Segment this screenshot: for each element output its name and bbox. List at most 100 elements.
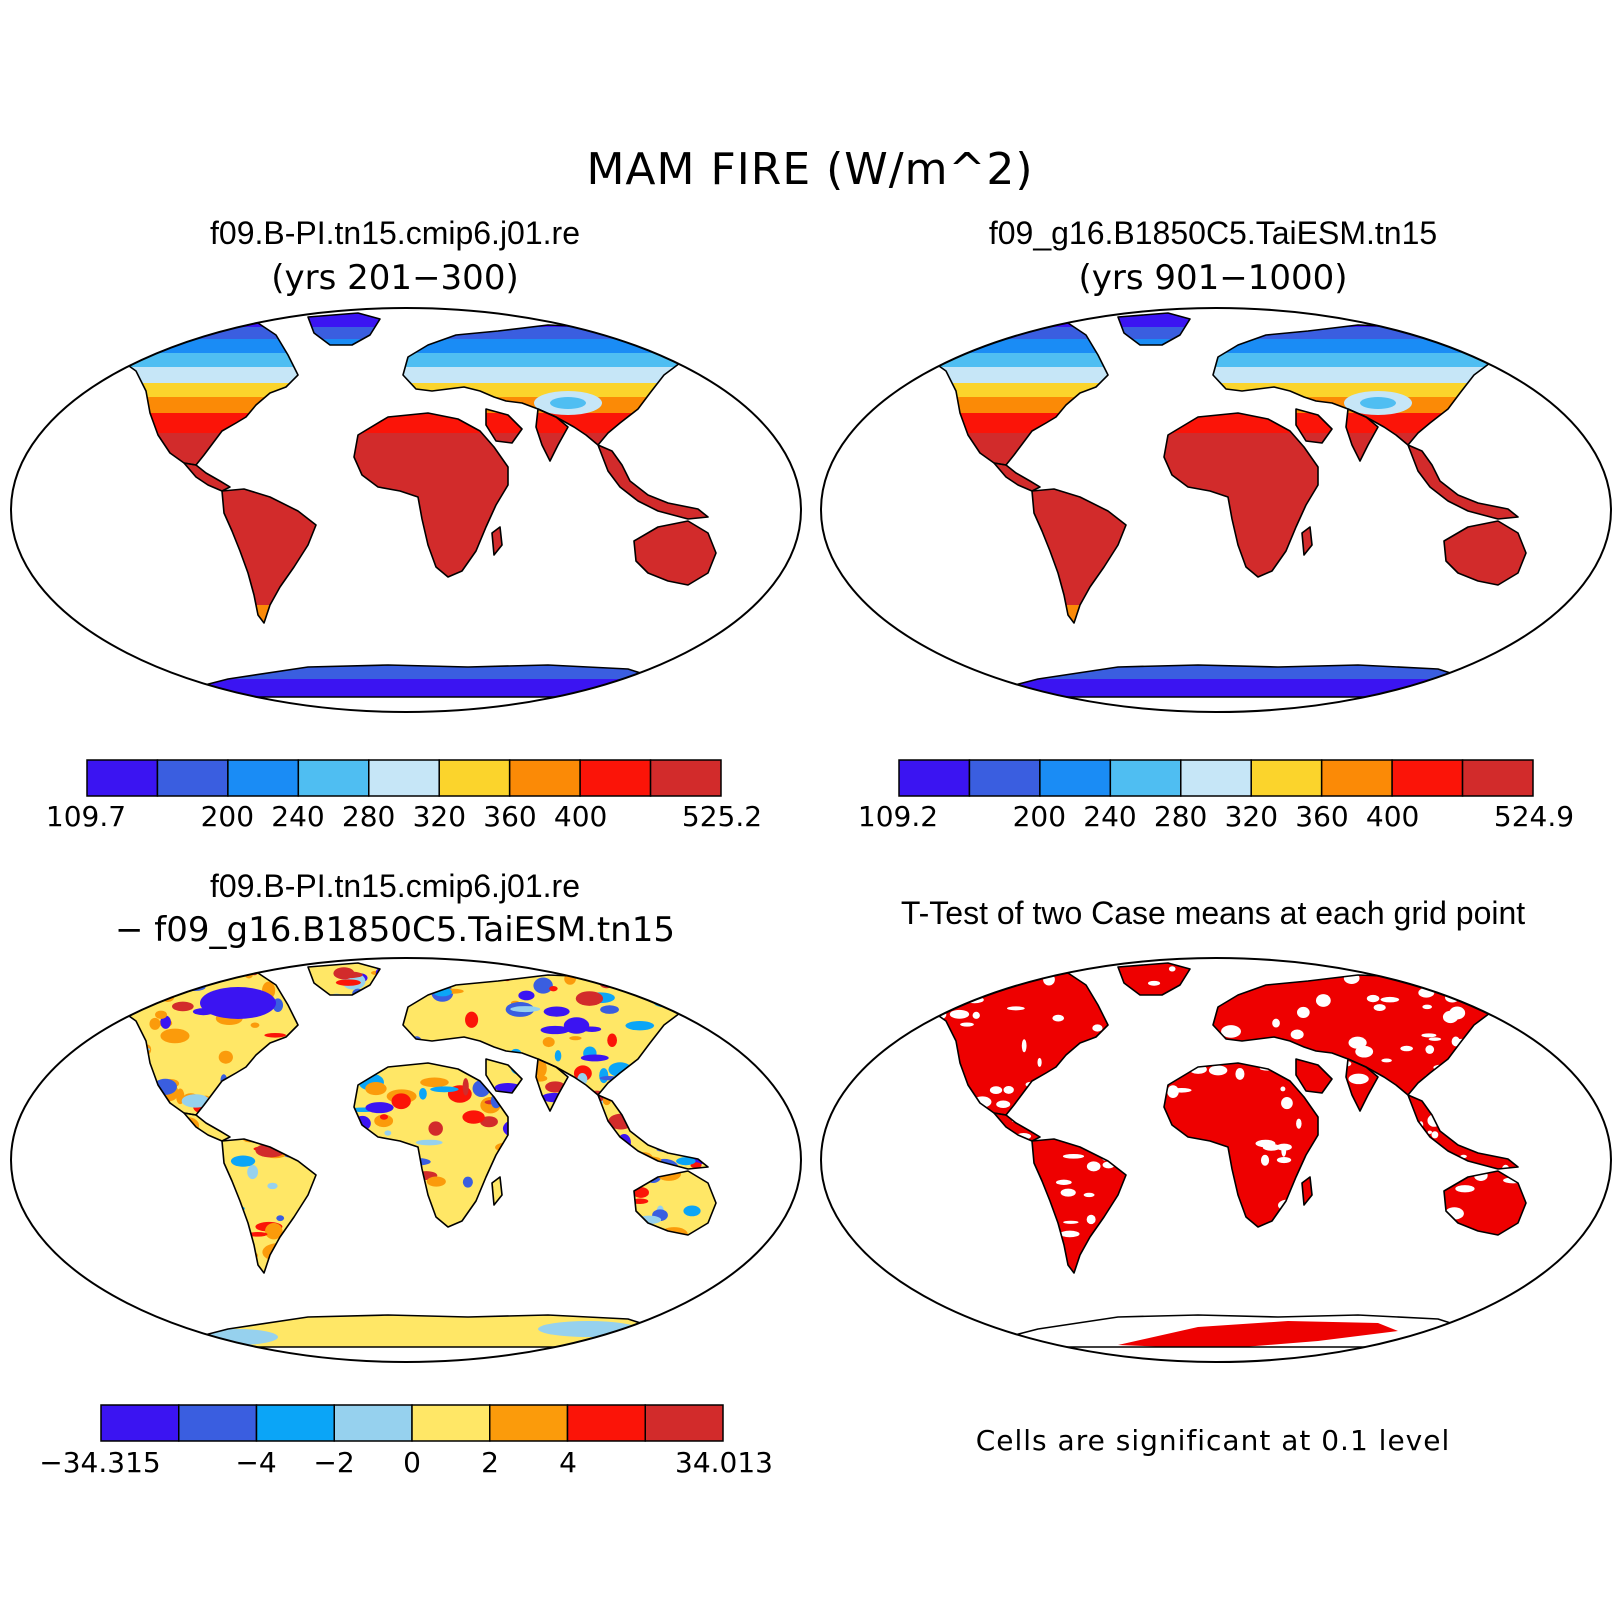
coastline-madagascar (491, 526, 503, 556)
coastline-centralAmerica (183, 1112, 231, 1142)
coastline-northAmerica (927, 966, 1109, 1116)
map-top-right (820, 307, 1612, 713)
colorbar-label: 109.7 (45, 800, 127, 833)
colorbar-label: 360 (483, 800, 537, 833)
colorbar-label: 280 (1153, 800, 1208, 833)
coastline-africa (353, 1062, 509, 1228)
map-top-left (10, 307, 802, 713)
coastline-eurasia (402, 324, 689, 446)
colorbar-box (644, 1404, 724, 1442)
colorbar-label: −34.315 (39, 1446, 161, 1479)
colorbar-bottom-left-labels: −34.315 −4 −2 0 2 4 34.013 (39, 1444, 773, 1484)
coastline-eurasia (402, 974, 689, 1096)
colorbar-box (100, 1404, 180, 1442)
coastline-australia (633, 520, 717, 586)
colorbar-box (156, 759, 229, 797)
coastline-centralAmerica (993, 1112, 1041, 1142)
colorbar-label: 200 (1012, 800, 1067, 833)
colorbar-top-left-labels: 109.7 200 240 280 320 360 400 525.2 (46, 798, 762, 838)
coastline-seAsia (597, 1094, 709, 1170)
colorbar-label: 200 (200, 800, 255, 833)
coastline-africa (1163, 412, 1319, 578)
coastline-arabia (1295, 408, 1333, 444)
colorbar-box (178, 1404, 258, 1442)
colorbar-box (968, 759, 1041, 797)
panel-bl-title: f09.B-PI.tn15.cmip6.j01.re (210, 868, 580, 904)
map-boundary (820, 957, 1612, 1363)
coastline-southAmerica (1031, 488, 1127, 624)
colorbar-box (1039, 759, 1112, 797)
colorbar-box (255, 1404, 335, 1442)
colorbar-label: 524.9 (1493, 800, 1575, 833)
coastline-greenland (307, 962, 381, 996)
colorbar-box (566, 1404, 646, 1442)
panel-tr-subtitle: (yrs 901−1000) (1078, 258, 1348, 298)
coastline-madagascar (491, 1176, 503, 1206)
coastline-northAmerica (927, 316, 1109, 466)
colorbar-box (1180, 759, 1252, 797)
colorbar-label: 109.2 (857, 800, 939, 833)
map-boundary (820, 307, 1612, 713)
coastline-greenland (1117, 312, 1191, 346)
coastline-australia (1443, 520, 1527, 586)
colorbar-top-left (86, 759, 722, 797)
colorbar-label: 360 (1295, 800, 1349, 833)
coastline-southAmerica (221, 1138, 317, 1274)
coastline-greenland (1117, 962, 1191, 996)
colorbar-label: 34.013 (675, 1446, 773, 1479)
colorbar-top-right-labels: 109.2 200 240 280 320 360 400 524.9 (858, 798, 1574, 838)
colorbar-label: 4 (559, 1446, 577, 1479)
colorbar-box (1320, 759, 1393, 797)
coastline-seAsia (1407, 1094, 1519, 1170)
colorbar-box (227, 759, 300, 797)
coastline-greenland (307, 312, 381, 346)
colorbar-box (368, 759, 440, 797)
map-boundary (10, 957, 802, 1363)
coastline-india (535, 408, 569, 462)
coastline-madagascar (1301, 1176, 1313, 1206)
colorbar-label: 320 (1224, 800, 1279, 833)
coastline-eurasia (1212, 974, 1499, 1096)
colorbar-label: 240 (1083, 800, 1137, 833)
colorbar-box (508, 759, 581, 797)
colorbar-top-right (898, 759, 1534, 797)
colorbar-label: −2 (313, 1446, 355, 1479)
colorbar-bottom-left (100, 1404, 724, 1442)
coastline-southAmerica (1031, 1138, 1127, 1274)
coastline-australia (1443, 1170, 1527, 1236)
coastline-australia (633, 1170, 717, 1236)
colorbar-box (333, 1404, 413, 1442)
coastline-seAsia (1407, 444, 1519, 520)
map-boundary (10, 307, 802, 713)
colorbar-box (1250, 759, 1323, 797)
coastline-africa (1163, 1062, 1319, 1228)
coastline-arabia (485, 408, 523, 444)
colorbar-label: 0 (403, 1446, 421, 1479)
panel-tr-title: f09_g16.B1850C5.TaiESM.tn15 (988, 215, 1438, 251)
colorbar-box (1461, 759, 1534, 797)
map-bottom-right (820, 957, 1612, 1363)
coastline-southAmerica (221, 488, 317, 624)
coastline-northAmerica (117, 316, 299, 466)
colorbar-box (438, 759, 511, 797)
colorbar-box (411, 1404, 491, 1442)
colorbar-box (297, 759, 370, 797)
panel-tl-title: f09.B-PI.tn15.cmip6.j01.re (210, 215, 580, 251)
colorbar-label: 240 (271, 800, 325, 833)
colorbar-box (86, 759, 159, 797)
colorbar-box (898, 759, 971, 797)
coastline-africa (353, 412, 509, 578)
map-bottom-left (10, 957, 802, 1363)
colorbar-label: 280 (341, 800, 396, 833)
colorbar-label: 400 (1365, 800, 1420, 833)
coastline-india (535, 1058, 569, 1112)
colorbar-box (579, 759, 652, 797)
colorbar-label: 525.2 (681, 800, 763, 833)
coastline-centralAmerica (183, 462, 231, 492)
figure-title: MAM FIRE (W/m^2) (586, 144, 1034, 195)
coastline-india (1345, 408, 1379, 462)
panel-bl-subtitle: − f09_g16.B1850C5.TaiESM.tn15 (115, 910, 675, 950)
colorbar-box (649, 759, 722, 797)
coastline-arabia (1295, 1058, 1333, 1094)
colorbar-label: −4 (235, 1446, 277, 1479)
